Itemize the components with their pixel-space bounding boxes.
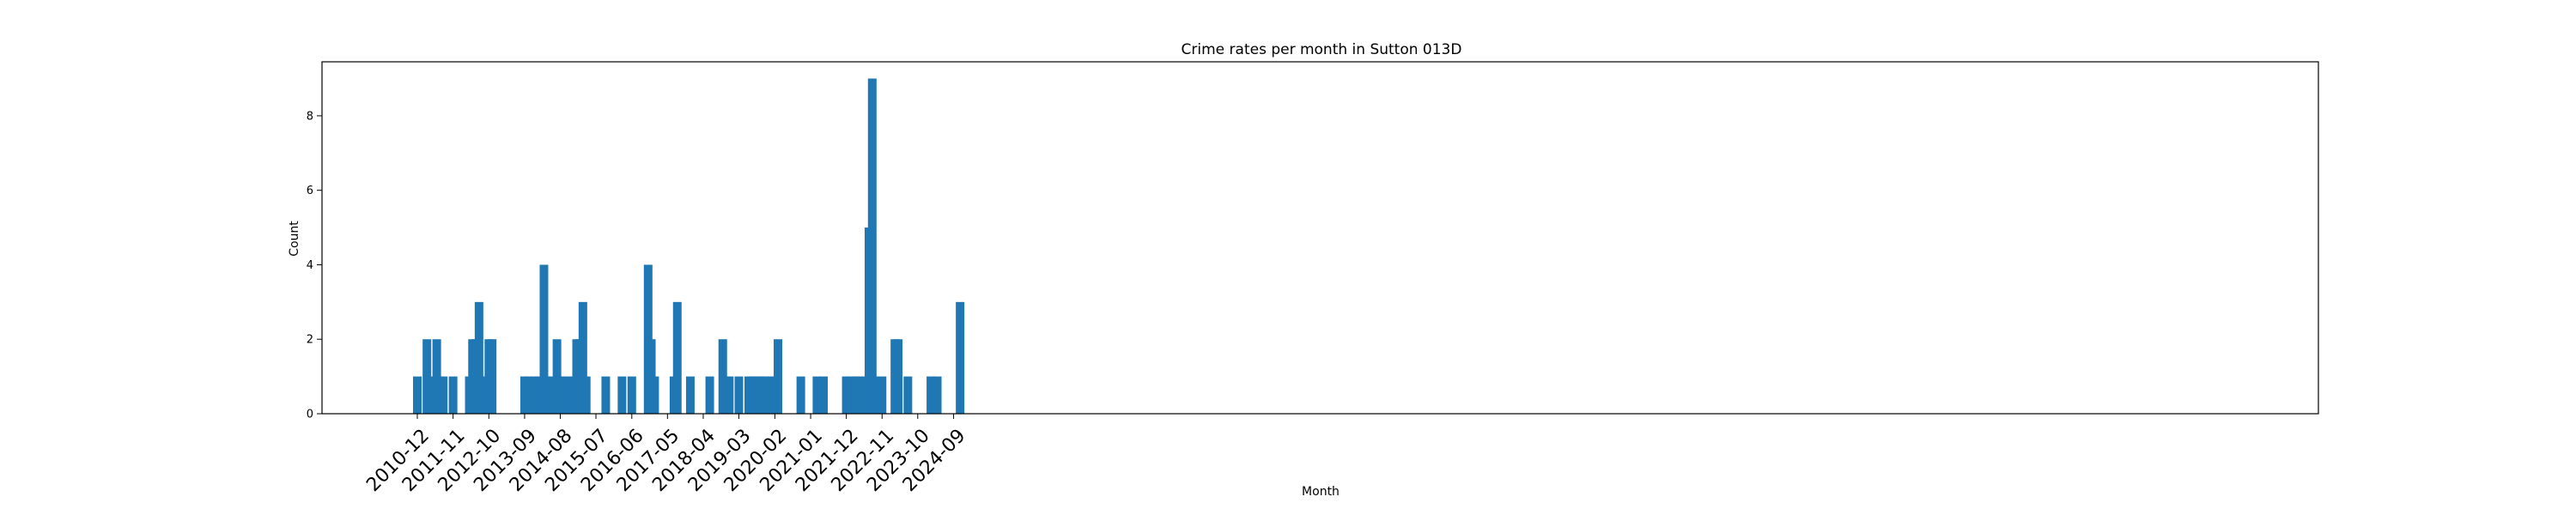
bar-2023-04 xyxy=(894,339,903,414)
y-axis-label: Count xyxy=(288,221,301,257)
bar-2013-10 xyxy=(523,376,532,414)
bar-2022-04 xyxy=(854,376,864,414)
bar-2011-04 xyxy=(426,376,435,414)
bar-2017-08 xyxy=(672,301,682,414)
bar-2021-05 xyxy=(818,376,828,414)
bar-2011-08 xyxy=(439,376,448,414)
chart-title: Crime rates per month in Sutton 013D xyxy=(1182,41,1462,58)
bar-2022-08 xyxy=(867,78,877,415)
bar-2014-01 xyxy=(533,376,543,414)
bars-group xyxy=(413,78,965,415)
bar-2022-09 xyxy=(871,376,880,414)
bar-2011-11 xyxy=(448,376,458,414)
bar-2018-06 xyxy=(705,376,714,414)
bar-2017-01 xyxy=(650,376,659,414)
bar-2020-10 xyxy=(796,376,805,414)
bar-2014-09 xyxy=(559,376,568,414)
bar-2016-11 xyxy=(643,264,653,414)
bar-2022-01 xyxy=(845,376,854,414)
bar-2020-03 xyxy=(774,339,783,414)
bar-2022-11 xyxy=(878,376,887,414)
bar-2018-12 xyxy=(725,376,734,414)
x-axis: 2010-122011-112012-102013-092014-082015-… xyxy=(362,414,970,496)
bar-2021-03 xyxy=(812,376,822,414)
bar-2010-12 xyxy=(413,376,422,414)
bar-2024-04 xyxy=(933,376,942,414)
bar-2016-03 xyxy=(617,376,627,414)
bar-2015-04 xyxy=(581,376,591,414)
y-tick-label: 4 xyxy=(307,259,313,272)
bar-2024-11 xyxy=(956,301,965,414)
y-tick-label: 0 xyxy=(307,409,313,421)
bar-2016-06 xyxy=(627,376,636,414)
bar-2015-10 xyxy=(601,376,611,414)
bar-2012-11 xyxy=(488,339,497,414)
x-axis-label: Month xyxy=(1302,485,1340,499)
bar-2014-03 xyxy=(539,264,549,414)
plot-frame xyxy=(321,61,2319,415)
bar-2017-12 xyxy=(685,376,695,414)
bar-2019-03 xyxy=(734,376,744,414)
bar-2023-07 xyxy=(903,376,913,414)
bar-2012-07 xyxy=(474,301,483,414)
bar-2015-03 xyxy=(578,301,587,414)
bar-2024-02 xyxy=(927,376,936,414)
y-tick-label: 6 xyxy=(307,185,313,197)
y-axis: 0 2 4 6 8 xyxy=(307,110,322,421)
bar-2019-11 xyxy=(760,376,769,414)
y-tick-label: 2 xyxy=(307,334,313,347)
y-tick-label: 8 xyxy=(307,110,313,123)
bar-2014-05 xyxy=(546,376,556,414)
